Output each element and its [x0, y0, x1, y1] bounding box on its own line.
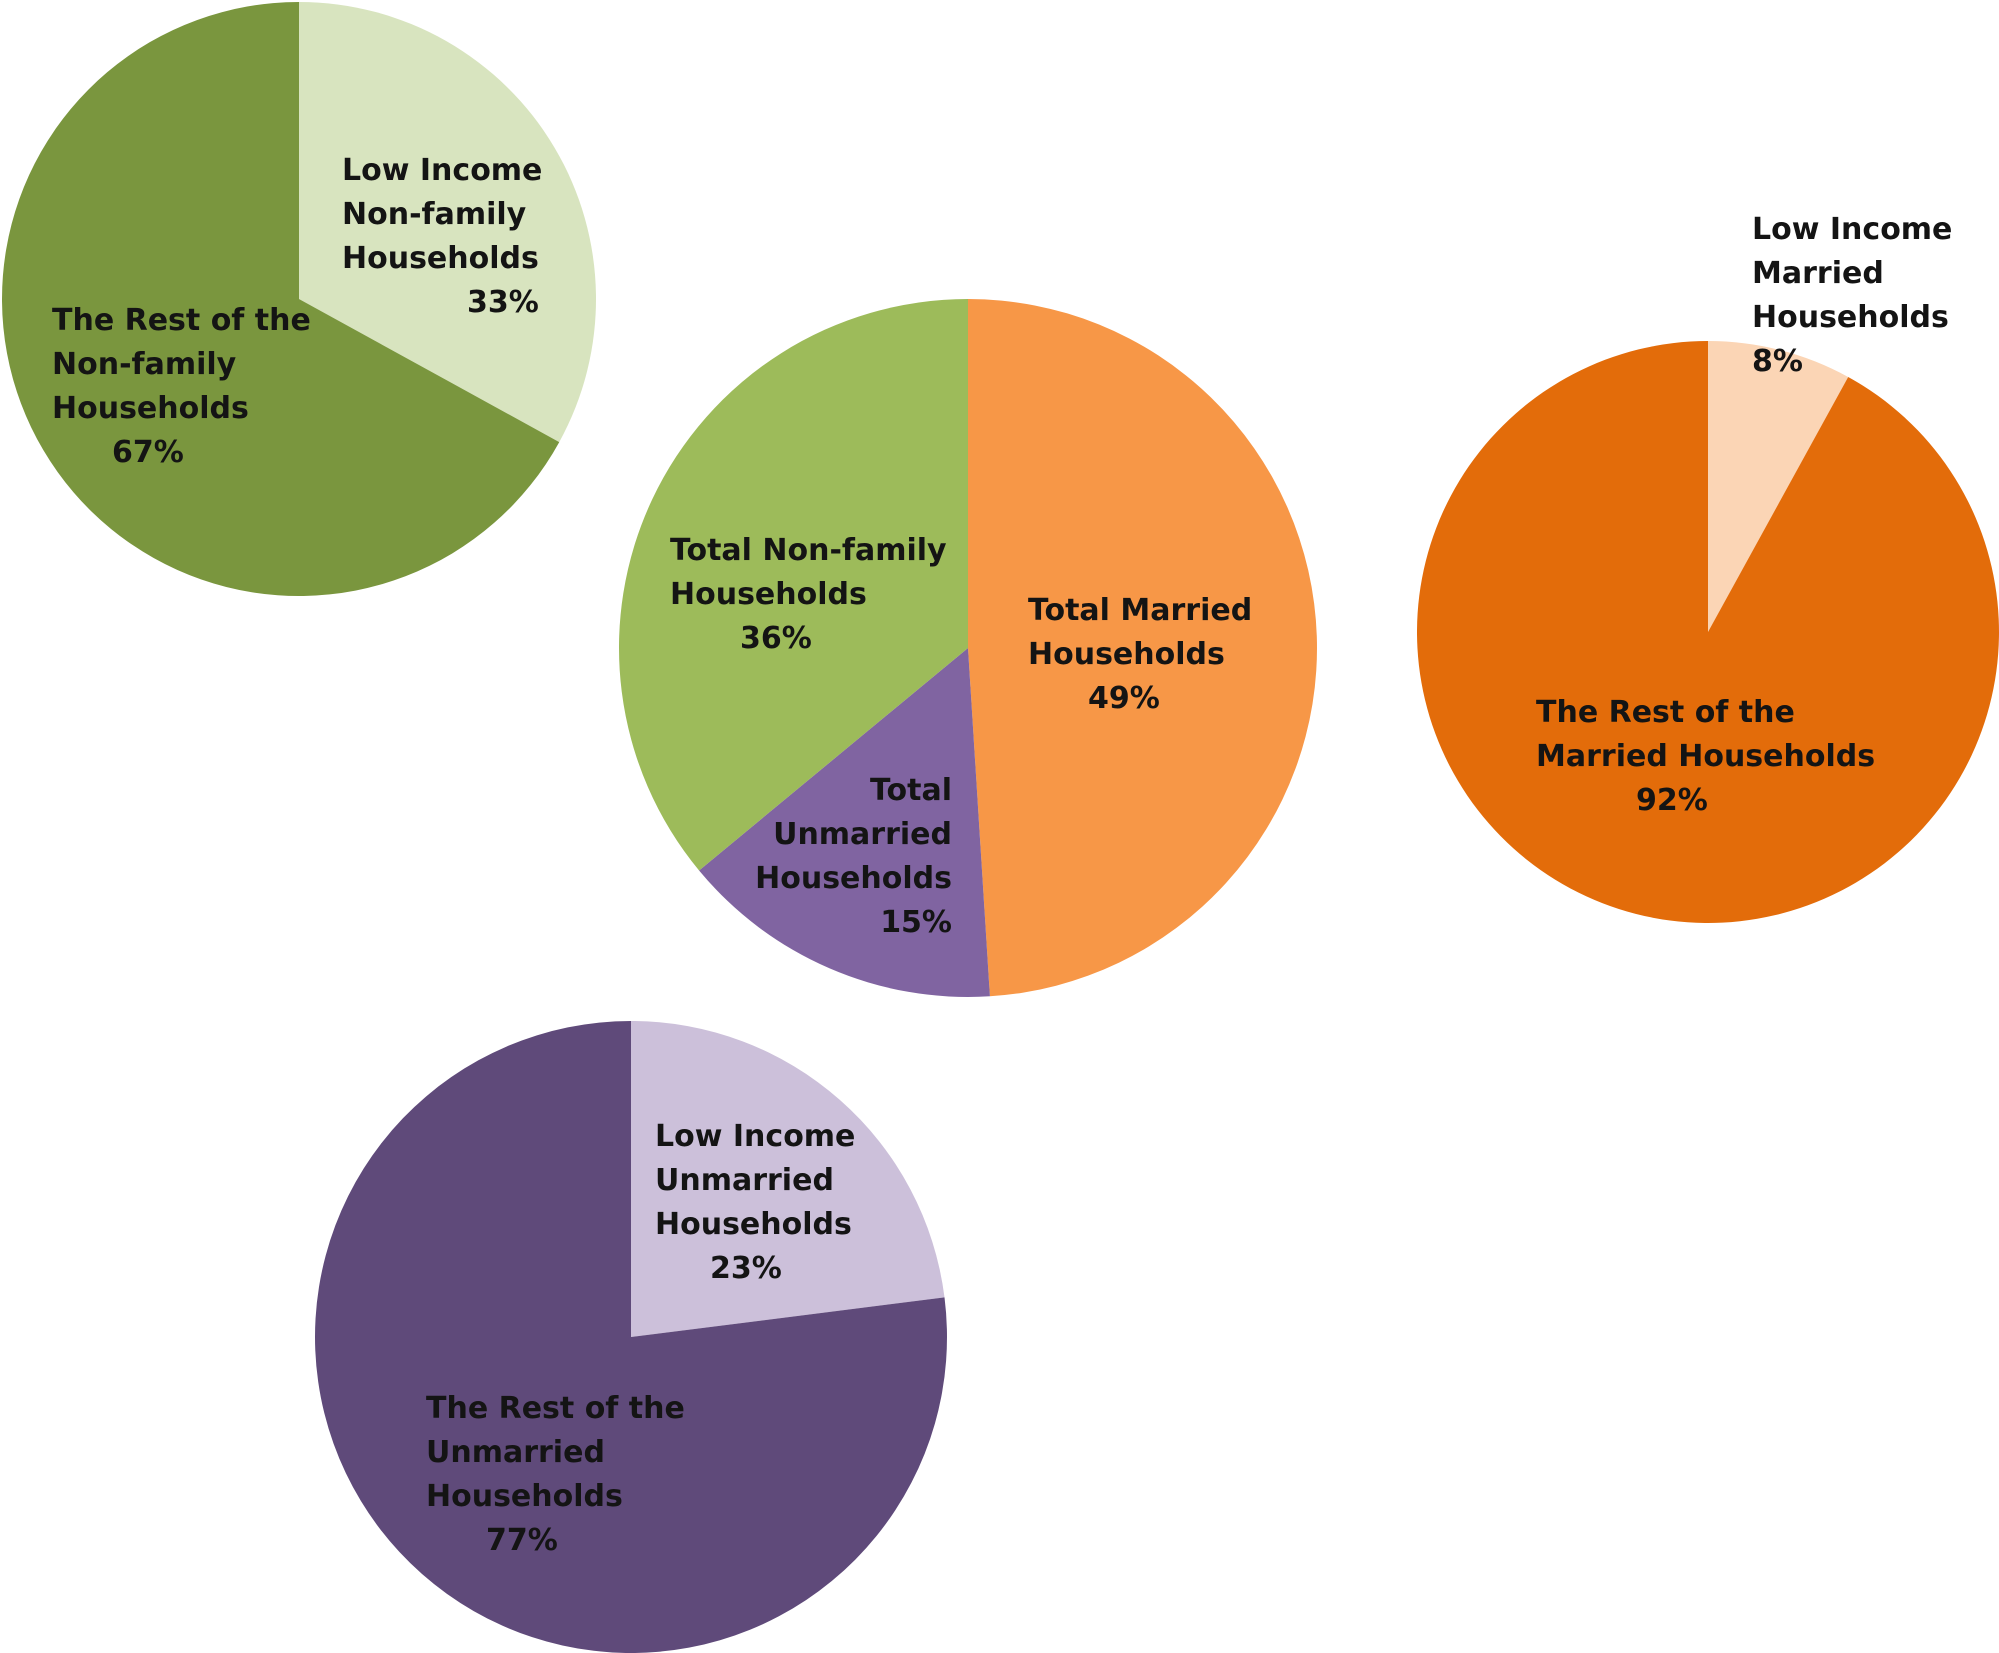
- total-households-slice-1-label: Total Unmarried Households 15%: [755, 773, 952, 940]
- nonfamily-breakdown-pie: Low Income Non-family Households 33% The Res…: [1, 2, 596, 597]
- nonfamily-breakdown-slice-1-percent: 67%: [112, 435, 184, 470]
- nonfamily-breakdown-slice-0: [299, 2, 596, 443]
- total-households-slice-0-label-line-0: Total Married: [1028, 593, 1252, 628]
- unmarried-breakdown-pie: Low Income Unmarried Households 23% The Rest…: [315, 1021, 947, 1653]
- nonfamily-breakdown-slice-1-label: The Rest of the Non-family Households 67%: [52, 303, 311, 470]
- total-households-slice-2-label-line-1: Households: [670, 577, 867, 612]
- unmarried-breakdown-slice-0-label: Low Income Unmarried Households 23%: [655, 1119, 855, 1286]
- total-households-slice-1-label-line-2: Households: [755, 861, 952, 896]
- nonfamily-breakdown-slice-1-label-line-1: Non-family: [52, 347, 237, 382]
- nonfamily-breakdown-slice-0-label-line-0: Low Income: [342, 153, 542, 188]
- nonfamily-breakdown-slice-1-label-line-2: Households: [52, 391, 249, 426]
- nonfamily-breakdown-slice-0-percent: 33%: [467, 285, 539, 320]
- total-households-slice-1-label-line-1: Unmarried: [773, 817, 952, 852]
- married-breakdown-slice-1-label-line-1: Married Households: [1536, 739, 1875, 774]
- married-breakdown-pie: Low Income Married Households 8% The Rest of…: [1416, 212, 1999, 923]
- total-households-slice-2: [618, 299, 968, 871]
- total-households-slice-0-label: Total Married Households 49%: [1028, 593, 1252, 716]
- unmarried-breakdown-slice-1-label-line-0: The Rest of the: [426, 1391, 685, 1426]
- unmarried-breakdown-slice-1-percent: 77%: [486, 1523, 558, 1558]
- married-breakdown-slice-1: [1416, 341, 1999, 923]
- nonfamily-breakdown-slice-0-label-line-1: Non-family: [342, 197, 527, 232]
- total-households-slice-1-percent: 15%: [880, 905, 952, 940]
- nonfamily-breakdown-slice-1-label-line-0: The Rest of the: [52, 303, 311, 338]
- total-households-slice-0: [968, 299, 1318, 997]
- married-breakdown-slice-0: [1708, 341, 1849, 632]
- unmarried-breakdown-slice-0-percent: 23%: [710, 1251, 782, 1286]
- total-households-slice-2-label: Total Non-family Households 36%: [670, 533, 947, 656]
- married-breakdown-slice-0-percent: 8%: [1752, 344, 1803, 379]
- married-breakdown-slice-1-label: The Rest of the Married Households 92%: [1536, 695, 1875, 818]
- unmarried-breakdown-slice-1-label-line-1: Unmarried: [426, 1435, 605, 1470]
- unmarried-breakdown-slice-0-label-line-2: Households: [655, 1207, 852, 1242]
- married-breakdown-slice-0-label-line-0: Low Income: [1752, 212, 1952, 247]
- nonfamily-breakdown-slice-1: [1, 2, 560, 597]
- married-breakdown-slice-0-label-line-2: Households: [1752, 300, 1949, 335]
- nonfamily-breakdown-slice-0-label-line-2: Households: [342, 241, 539, 276]
- total-households-slice-0-percent: 49%: [1088, 681, 1160, 716]
- unmarried-breakdown-slice-0-label-line-1: Unmarried: [655, 1163, 834, 1198]
- total-households-slice-2-percent: 36%: [740, 621, 812, 656]
- married-breakdown-slice-0-label: Low Income Married Households 8%: [1752, 212, 1952, 379]
- married-breakdown-slice-1-label-line-0: The Rest of the: [1536, 695, 1795, 730]
- total-households-slice-1: [699, 648, 990, 997]
- total-households-slice-0-label-line-1: Households: [1028, 637, 1225, 672]
- total-households-pie: Total Married Households 49% Total Unmarried…: [618, 299, 1318, 997]
- married-breakdown-slice-0-label-line-1: Married: [1752, 256, 1884, 291]
- unmarried-breakdown-slice-0: [631, 1021, 945, 1337]
- unmarried-breakdown-slice-1: [315, 1021, 947, 1653]
- unmarried-breakdown-slice-1-label-line-2: Households: [426, 1479, 623, 1514]
- unmarried-breakdown-slice-0-label-line-0: Low Income: [655, 1119, 855, 1154]
- total-households-slice-1-label-line-0: Total: [870, 773, 952, 808]
- married-breakdown-slice-1-percent: 92%: [1636, 783, 1708, 818]
- total-households-slice-2-label-line-0: Total Non-family: [670, 533, 947, 568]
- unmarried-breakdown-slice-1-label: The Rest of the Unmarried Households 77%: [426, 1391, 685, 1558]
- nonfamily-breakdown-slice-0-label: Low Income Non-family Households 33%: [342, 153, 542, 320]
